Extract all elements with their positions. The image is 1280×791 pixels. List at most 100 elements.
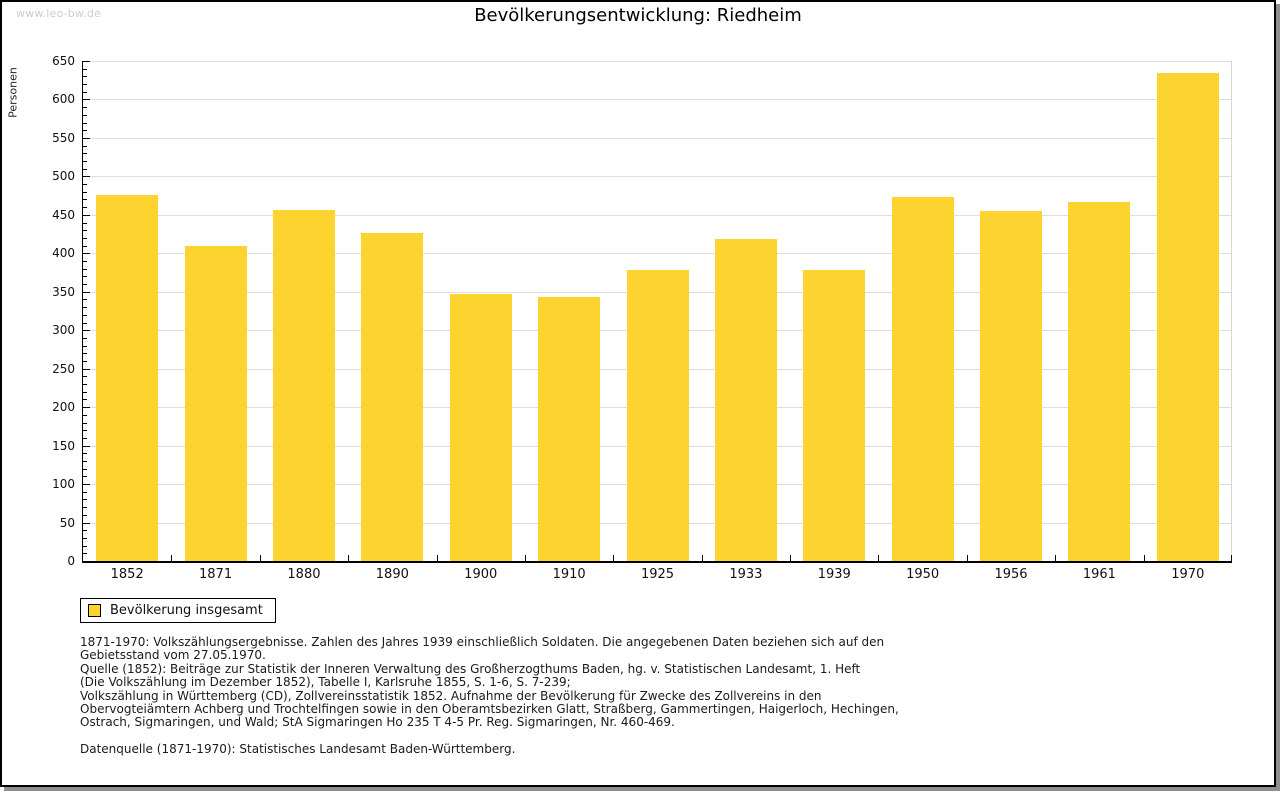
y-minor-tick xyxy=(83,530,87,532)
y-tick-label: 500 xyxy=(52,169,75,184)
y-minor-tick xyxy=(83,322,87,324)
x-boundary-tick xyxy=(878,555,880,561)
bar xyxy=(184,246,247,561)
x-boundary-tick xyxy=(524,555,526,561)
y-minor-tick xyxy=(83,261,87,262)
x-tick-label: 1910 xyxy=(552,567,586,582)
bar xyxy=(714,239,777,561)
y-tick-label: 650 xyxy=(52,54,75,68)
bar xyxy=(361,233,424,561)
bar xyxy=(96,194,159,561)
bar xyxy=(538,297,601,561)
y-minor-tick xyxy=(83,314,87,316)
bar xyxy=(449,294,512,561)
y-minor-tick xyxy=(83,361,87,362)
y-major-tick xyxy=(83,176,90,178)
y-minor-tick xyxy=(83,122,87,124)
y-minor-tick xyxy=(83,553,87,555)
x-boundary-tick xyxy=(259,555,261,561)
x-boundary-tick xyxy=(1055,555,1057,561)
x-tick-label: 1961 xyxy=(1082,567,1116,582)
x-tick-label: 1956 xyxy=(994,567,1028,582)
y-minor-tick xyxy=(83,91,87,93)
y-axis-label: Personen xyxy=(6,67,20,118)
x-tick-label: 1950 xyxy=(906,567,940,582)
x-boundary-tick xyxy=(790,555,792,561)
footnote-line: 1871-1970: Volkszählungsergebnisse. Zahl… xyxy=(80,635,885,649)
footnote-line: Volkszählung in Württemberg (CD), Zollve… xyxy=(80,688,822,703)
y-minor-tick xyxy=(83,453,87,455)
x-boundary-tick xyxy=(966,555,968,561)
y-minor-tick xyxy=(83,507,87,509)
y-tick-label: 350 xyxy=(52,284,75,299)
y-major-tick xyxy=(83,484,90,486)
legend-swatch-icon xyxy=(88,604,101,617)
y-tick-label: 450 xyxy=(52,207,75,222)
y-minor-tick xyxy=(83,499,87,501)
page-title: Bevölkerungsentwicklung: Riedheim xyxy=(474,5,802,26)
y-minor-tick xyxy=(83,399,87,401)
y-minor-tick xyxy=(83,276,87,278)
y-major-tick xyxy=(83,522,90,524)
y-tick-label: 100 xyxy=(52,477,75,492)
y-minor-tick xyxy=(83,207,87,209)
y-minor-tick xyxy=(83,537,87,539)
y-minor-tick xyxy=(83,545,87,547)
y-tick-label: 600 xyxy=(52,92,75,107)
footnote-line: (Die Volkszählung im Dezember 1852), Tab… xyxy=(80,675,571,690)
x-tick-label: 1900 xyxy=(464,567,498,582)
y-tick-label: 300 xyxy=(52,323,75,338)
y-minor-tick xyxy=(83,299,87,301)
y-minor-tick xyxy=(83,384,87,386)
bar xyxy=(980,211,1043,561)
y-minor-tick xyxy=(83,191,87,193)
y-tick-label: 550 xyxy=(52,130,75,145)
y-minor-tick xyxy=(83,145,87,147)
bar xyxy=(272,210,335,561)
x-boundary-tick xyxy=(348,555,350,561)
y-minor-tick xyxy=(83,153,87,155)
y-tick-label: 150 xyxy=(52,438,75,453)
y-minor-tick xyxy=(83,161,87,162)
y-minor-tick xyxy=(83,391,87,393)
plot-right-edge xyxy=(1231,61,1232,561)
bar xyxy=(1156,72,1219,561)
footnote-line: Gebietsstand vom 27.05.1970. xyxy=(80,648,266,663)
y-minor-tick xyxy=(83,199,87,201)
y-minor-tick xyxy=(83,107,87,109)
y-minor-tick xyxy=(83,284,87,286)
y-major-tick xyxy=(83,445,90,447)
y-major-tick xyxy=(83,253,90,255)
y-major-tick xyxy=(83,330,90,332)
x-tick-label: 1880 xyxy=(287,567,321,582)
x-tick-label: 1970 xyxy=(1171,567,1205,582)
y-minor-tick xyxy=(83,130,87,132)
footnote-line: Quelle (1852): Beiträge zur Statistik de… xyxy=(80,661,861,676)
plot-area: 0 50 100 150 200 250 300 350 400 450 500 550 600 650 1… xyxy=(52,54,1232,582)
x-tick-label: 1925 xyxy=(640,567,675,582)
footnote-lines: 1871-1970: Volkszählungsergebnisse. Zahl… xyxy=(80,635,1210,730)
y-minor-tick xyxy=(83,461,87,462)
datasource-note: Datenquelle (1871-1970): Statistisches L… xyxy=(80,741,516,756)
y-minor-tick xyxy=(83,245,87,247)
y-major-tick xyxy=(83,99,90,101)
y-tick-label: 400 xyxy=(52,246,75,261)
x-boundary-tick xyxy=(171,555,173,561)
x-boundary-tick xyxy=(613,555,615,561)
x-tick-label: 1871 xyxy=(199,567,233,582)
gridline xyxy=(83,61,1232,62)
y-major-tick xyxy=(83,61,90,62)
y-minor-tick xyxy=(83,307,87,309)
gridline xyxy=(83,214,1232,216)
bar xyxy=(626,270,689,561)
footnote-line: Ostrach, Sigmaringen, und Wald; StA Sigm… xyxy=(80,715,675,730)
y-minor-tick xyxy=(83,491,87,493)
y-minor-tick xyxy=(83,68,87,70)
y-tick-label: 0 xyxy=(67,554,75,568)
y-minor-tick xyxy=(83,184,87,186)
y-tick-label: 250 xyxy=(52,361,75,376)
gridline xyxy=(83,137,1232,139)
x-tick-label: 1852 xyxy=(110,567,144,582)
y-minor-tick xyxy=(83,230,87,232)
